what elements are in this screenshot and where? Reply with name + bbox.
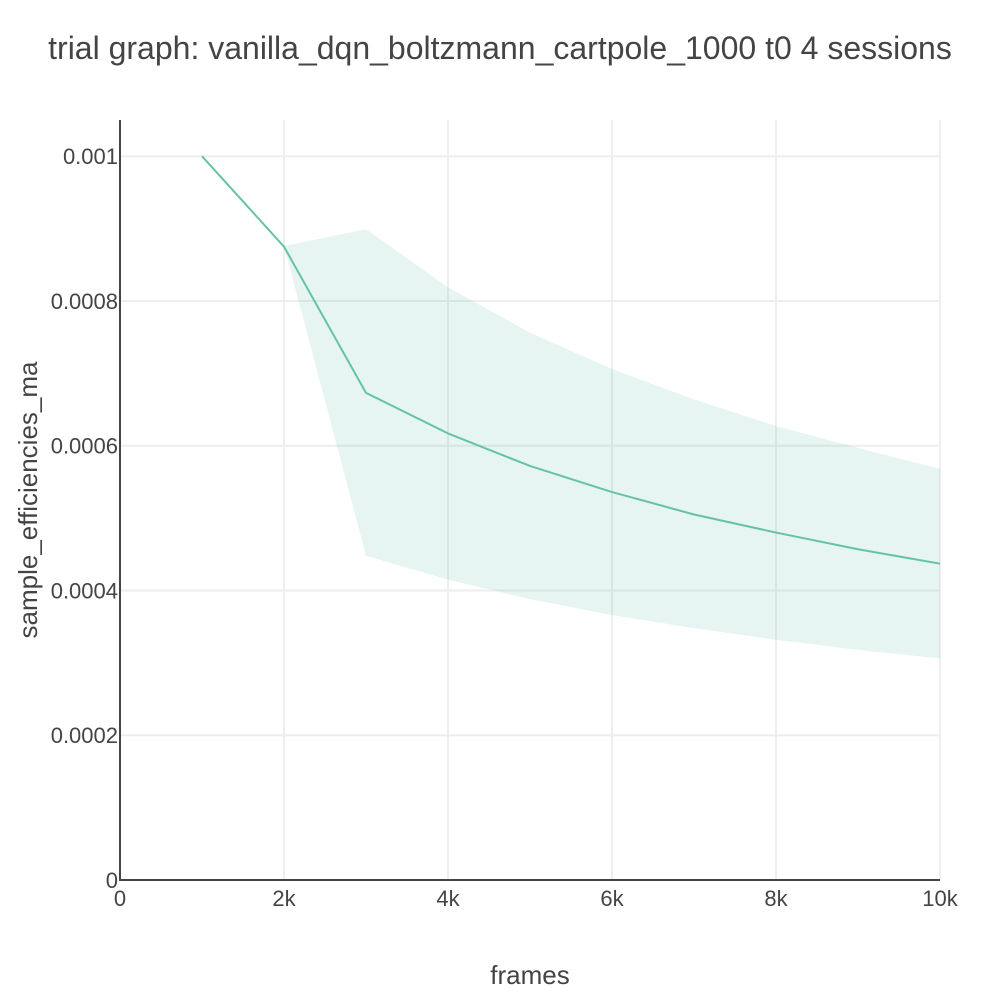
x-tick-labels: 0 2k 4k 6k 8k 10k (114, 886, 959, 911)
chart-title: trial graph: vanilla_dqn_boltzmann_cartp… (48, 30, 952, 66)
y-tick-label: 0.0004 (51, 578, 118, 603)
confidence-band-layer (202, 156, 940, 659)
confidence-band (202, 156, 940, 659)
x-axis-label: frames (490, 960, 569, 990)
y-tick-label: 0.0002 (51, 723, 118, 748)
y-tick-label: 0 (106, 868, 118, 893)
grid-layer (120, 120, 941, 880)
x-tick-label: 8k (764, 886, 788, 911)
x-tick-label: 6k (600, 886, 624, 911)
series-line-layer (201, 155, 941, 565)
series-line (201, 155, 941, 565)
y-tick-label: 0.001 (63, 144, 118, 169)
x-tick-label: 2k (272, 886, 296, 911)
y-tick-labels: 0 0.0002 0.0004 0.0006 0.0008 0.001 (51, 144, 118, 893)
y-tick-label: 0.0006 (51, 434, 118, 459)
x-tick-label: 0 (114, 886, 126, 911)
y-tick-label: 0.0008 (51, 289, 118, 314)
y-axis-label: sample_efficiencies_ma (13, 361, 43, 639)
x-tick-label: 10k (922, 886, 958, 911)
x-tick-label: 4k (436, 886, 460, 911)
axis-layer (119, 120, 940, 881)
